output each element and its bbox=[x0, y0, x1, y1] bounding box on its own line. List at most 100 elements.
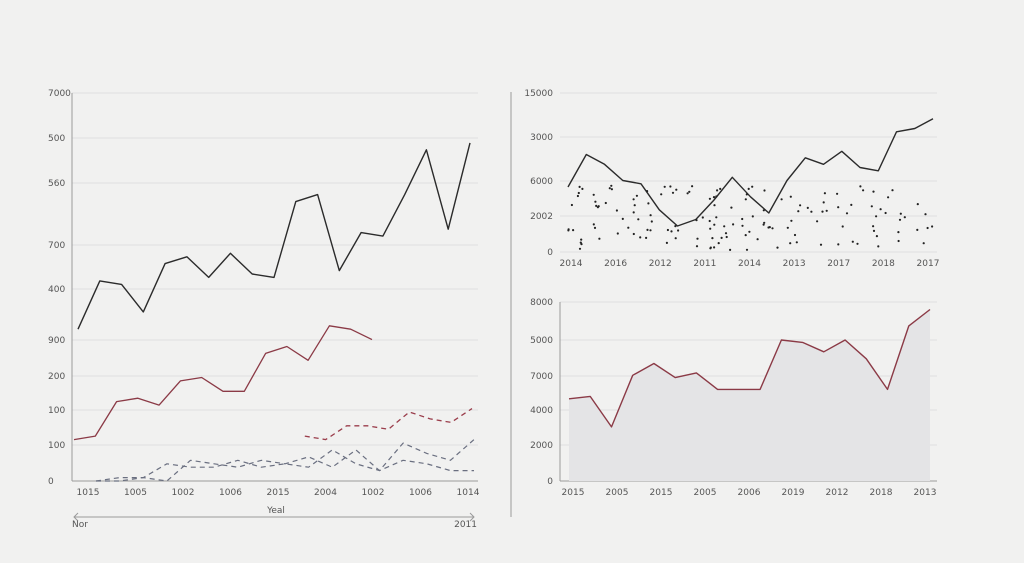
tr-scatter-dot bbox=[897, 231, 900, 234]
tr-scatter-dot bbox=[708, 197, 712, 200]
tr-scatter-dot bbox=[701, 216, 704, 219]
tr-scatter-dot bbox=[859, 185, 862, 188]
tr-scatter-dot bbox=[725, 235, 728, 239]
tr-scatter-dot bbox=[872, 229, 876, 232]
tr-scatter-dot bbox=[608, 187, 611, 190]
tr-scatter-dot bbox=[675, 188, 678, 191]
tr-scatter-dot bbox=[708, 219, 711, 223]
tr-ytick-label: 6000 bbox=[530, 177, 553, 187]
tr-scatter-dot bbox=[837, 206, 840, 209]
tr-scatter-dot bbox=[632, 198, 635, 201]
main-x-axis-label: Yeal bbox=[266, 506, 285, 516]
tr-xtick-label: 2014 bbox=[738, 259, 761, 269]
tr-scatter-dot bbox=[713, 223, 716, 226]
tr-scatter-dot bbox=[762, 209, 765, 212]
br-series-line bbox=[568, 308, 931, 428]
tr-scatter-dot bbox=[872, 190, 875, 193]
tr-scatter-dot bbox=[922, 242, 925, 245]
tr-scatter-dot bbox=[570, 203, 574, 207]
main-xtick-label: 1015 bbox=[77, 488, 100, 498]
tr-scatter-dot bbox=[647, 202, 650, 205]
tr-scatter-dot bbox=[751, 215, 754, 218]
tr-scatter-dot bbox=[719, 187, 722, 190]
tr-scatter-dot bbox=[696, 237, 699, 240]
tr-scatter-dot bbox=[632, 232, 635, 236]
tr-scatter-dot bbox=[793, 233, 797, 237]
tr-scatter-dot bbox=[851, 240, 854, 243]
main-series-line-solid-red bbox=[73, 325, 373, 441]
tr-scatter-dot bbox=[879, 208, 882, 211]
tr-scatter-dot bbox=[926, 226, 929, 230]
tr-scatter-dot bbox=[592, 223, 595, 226]
br-xtick-label: 2015 bbox=[650, 488, 673, 498]
tr-scatter-dot bbox=[747, 187, 750, 190]
tr-scatter-dot bbox=[716, 189, 719, 192]
tr-scatter-dot bbox=[837, 243, 840, 246]
tr-scatter-dot bbox=[780, 198, 783, 201]
tr-scatter-dot bbox=[712, 196, 716, 199]
tr-scatter-dot bbox=[598, 237, 601, 240]
bottom-right-area-chart: 8000 5000 7000 4000 2000 0 2015 2005 2015 2005 200… bbox=[530, 298, 937, 498]
tr-scatter-dot bbox=[875, 215, 878, 218]
tr-scatter-dot bbox=[762, 223, 765, 226]
main-xtick-label: 1005 bbox=[124, 488, 147, 498]
tr-scatter-dot bbox=[789, 195, 792, 198]
tr-xtick-label: 2014 bbox=[560, 259, 583, 269]
tr-scatter-dot bbox=[695, 219, 698, 222]
tr-scatter-dot bbox=[670, 230, 673, 233]
tr-scatter-dot bbox=[884, 211, 887, 215]
tr-ytick-label: 2002 bbox=[530, 212, 553, 222]
tr-scatter-dot bbox=[650, 220, 653, 223]
tr-scatter-dot bbox=[616, 232, 619, 235]
tr-xtick-label: 2016 bbox=[604, 259, 627, 269]
tr-scatter-dot bbox=[877, 245, 880, 248]
tr-scatter-dot bbox=[875, 235, 879, 238]
tr-scatter-dot bbox=[850, 203, 853, 206]
tr-scatter-dot bbox=[627, 226, 630, 229]
tr-scatter-dot bbox=[887, 196, 890, 199]
tr-scatter-dot bbox=[645, 236, 648, 239]
tr-scatter-dot bbox=[649, 214, 652, 217]
br-xtick-label: 2005 bbox=[694, 488, 717, 498]
tr-scatter-dot bbox=[745, 193, 748, 196]
tr-scatter-dot bbox=[862, 189, 865, 192]
tr-scatter-dot bbox=[711, 237, 714, 240]
main-xtick-label: 2015 bbox=[267, 488, 290, 498]
tr-scatter-dot bbox=[821, 210, 824, 213]
tr-scatter-dot bbox=[732, 223, 735, 226]
main-xtick-label: 2004 bbox=[314, 488, 337, 498]
main-footer-right-label: 2011 bbox=[454, 520, 477, 530]
tr-scatter-dot bbox=[621, 217, 624, 220]
br-xtick-label: 2012 bbox=[826, 488, 849, 498]
tr-scatter-dot bbox=[724, 232, 728, 235]
tr-scatter-dot bbox=[836, 192, 839, 195]
tr-scatter-dot bbox=[671, 191, 675, 194]
br-xtick-label: 2019 bbox=[782, 488, 805, 498]
tr-scatter-dot bbox=[674, 237, 677, 240]
main-ytick-label: 400 bbox=[48, 285, 65, 295]
tr-scatter-dot bbox=[715, 216, 718, 219]
tr-scatter-dot bbox=[891, 189, 894, 192]
tr-scatter-dot bbox=[580, 243, 583, 246]
bracket-right-arrow bbox=[469, 512, 475, 522]
tr-scatter-dot bbox=[763, 189, 766, 192]
main-ytick-label: 200 bbox=[48, 372, 65, 382]
tr-scatter-dot bbox=[695, 245, 699, 248]
tr-scatter-dot bbox=[646, 190, 649, 193]
tr-xtick-label: 2011 bbox=[693, 259, 716, 269]
tr-scatter-dot bbox=[741, 217, 744, 221]
tr-scatter-dot bbox=[666, 228, 670, 232]
main-xtick-label: 1014 bbox=[457, 488, 480, 498]
tr-series-line bbox=[567, 118, 934, 227]
tr-scatter-dot bbox=[713, 204, 716, 207]
tr-scatter-dot bbox=[635, 194, 639, 197]
tr-scatter-dot bbox=[660, 193, 663, 196]
main-xtick-label: 1006 bbox=[409, 488, 432, 498]
tr-scatter-dot bbox=[916, 228, 919, 231]
tr-scatter-dot bbox=[717, 242, 720, 245]
tr-scatter-dot bbox=[841, 225, 844, 228]
tr-scatter-dot bbox=[688, 190, 691, 193]
main-footer-left-label: Nor bbox=[72, 520, 88, 530]
main-xtick-label: 1006 bbox=[219, 488, 242, 498]
